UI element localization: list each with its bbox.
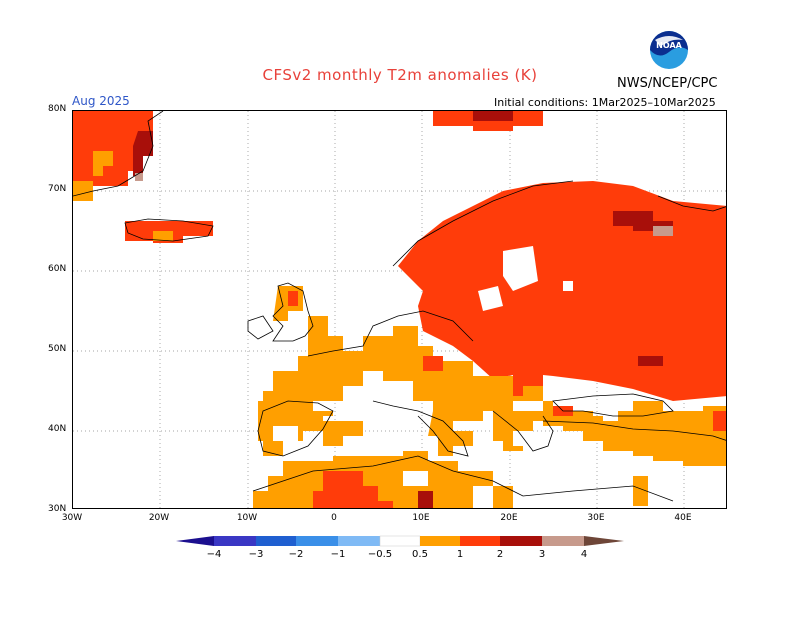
turkey-anomaly bbox=[513, 401, 726, 466]
north-africa-anomaly bbox=[253, 451, 648, 508]
colorbar-cell bbox=[214, 536, 256, 546]
colorbar-tick-label: −2 bbox=[289, 549, 304, 560]
colorbar-tick-label: 2 bbox=[497, 549, 503, 560]
lon-label-30w: 30W bbox=[61, 513, 83, 523]
lon-label-30e: 30E bbox=[587, 513, 605, 523]
colorbar-cell bbox=[338, 536, 380, 546]
colorbar-cell bbox=[584, 536, 624, 546]
chart-title: CFSv2 monthly T2m anomalies (K) bbox=[262, 66, 538, 84]
scandinavia-anomaly bbox=[398, 181, 726, 401]
colorbar-cell bbox=[420, 536, 460, 546]
colorbar-cell bbox=[379, 535, 421, 547]
lon-label-0: 0 bbox=[331, 513, 337, 523]
lon-label-10e: 10E bbox=[412, 513, 430, 523]
colorbar-cell bbox=[176, 536, 214, 546]
coastlines bbox=[73, 111, 726, 502]
map-canvas bbox=[73, 111, 726, 508]
initial-conditions: Initial conditions: 1Mar2025–10Mar2025 bbox=[494, 96, 716, 109]
lon-label-20e: 20E bbox=[500, 513, 518, 523]
lat-label-40n: 40N bbox=[48, 424, 67, 434]
colorbar-tick-label: 4 bbox=[581, 549, 587, 560]
colorbar-tick-label: −3 bbox=[249, 549, 264, 560]
lat-label-80n: 80N bbox=[48, 104, 67, 114]
lat-label-70n: 70N bbox=[48, 184, 67, 194]
svalbard-anomaly bbox=[433, 111, 543, 131]
colorbar-cell bbox=[256, 536, 296, 546]
lat-label-60n: 60N bbox=[48, 264, 67, 274]
colorbar-tick-label: 0.5 bbox=[412, 549, 428, 560]
greenland-anomaly bbox=[73, 111, 153, 201]
italy-balkans-anomaly bbox=[428, 411, 533, 456]
valid-month: Aug 2025 bbox=[72, 94, 130, 108]
lon-label-10w: 10W bbox=[236, 513, 258, 523]
iceland-anomaly bbox=[125, 221, 213, 243]
agency-label: NWS/NCEP/CPC bbox=[617, 76, 718, 91]
iberia-anomaly bbox=[258, 401, 363, 456]
colorbar-cell bbox=[542, 536, 584, 546]
lat-label-30n: 30N bbox=[48, 504, 67, 514]
noaa-logo: NOAA bbox=[650, 31, 688, 69]
colorbar-tick-label: 1 bbox=[457, 549, 463, 560]
noaa-logo-text: NOAA bbox=[656, 41, 682, 50]
lon-label-20w: 20W bbox=[148, 513, 170, 523]
colorbar-cell bbox=[500, 536, 542, 546]
anomaly-map bbox=[72, 110, 727, 509]
colorbar-tick-label: −0.5 bbox=[368, 549, 392, 560]
colorbar-tick-label: 3 bbox=[539, 549, 545, 560]
colorbar-tick-label: −4 bbox=[207, 549, 222, 560]
colorbar-cell bbox=[296, 536, 338, 546]
colorbar-tick-label: −1 bbox=[331, 549, 346, 560]
colorbar-cell bbox=[460, 536, 500, 546]
lat-label-50n: 50N bbox=[48, 344, 67, 354]
lon-label-40e: 40E bbox=[674, 513, 692, 523]
